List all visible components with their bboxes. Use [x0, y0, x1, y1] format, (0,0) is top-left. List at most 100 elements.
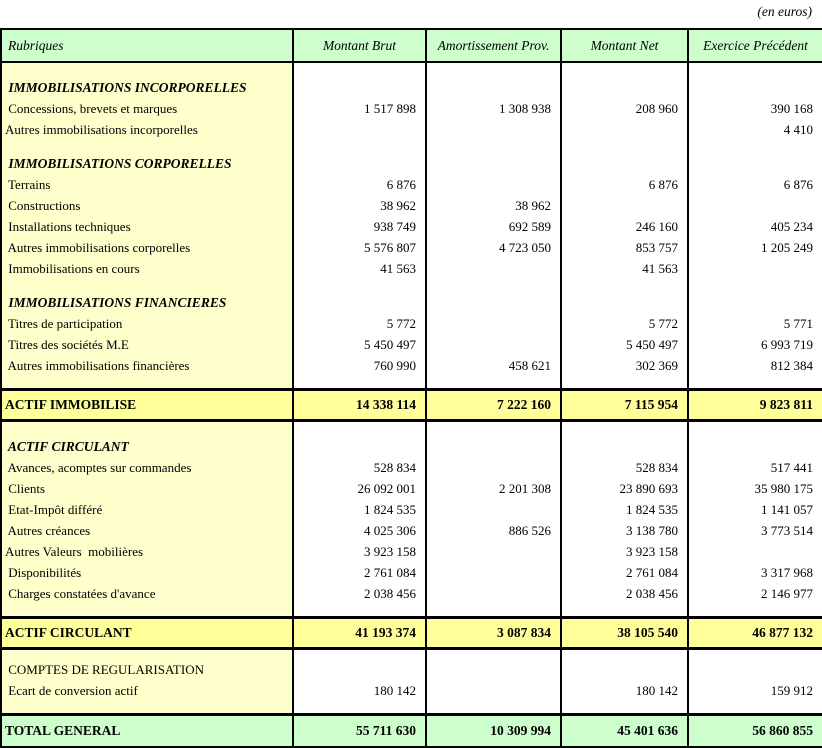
amount-cell: 528 834 [292, 456, 426, 477]
amount-cell: 9 823 811 [687, 388, 822, 422]
amount-cell: 2 038 456 [560, 582, 688, 603]
amount-cell: 46 877 132 [687, 616, 822, 650]
amount-cell: 853 757 [560, 236, 688, 257]
row-label: IMMOBILISATIONS INCORPORELLES [1, 62, 293, 97]
amount-cell: 159 912 [687, 679, 822, 700]
amount-cell [687, 278, 822, 312]
spacer-row [1, 603, 822, 618]
amount-cell: 302 369 [560, 354, 688, 375]
amount-cell: 6 876 [560, 173, 688, 194]
amount-cell [425, 62, 561, 97]
amount-cell [425, 118, 561, 139]
amount-cell [425, 139, 561, 173]
amount-cell [687, 257, 822, 278]
amount-cell [292, 648, 426, 679]
amount-cell: 2 761 084 [560, 561, 688, 582]
amount-cell: 5 772 [560, 312, 688, 333]
amount-cell: 405 234 [687, 215, 822, 236]
amount-cell: 10 309 994 [425, 713, 561, 747]
amount-cell [560, 420, 688, 456]
section-row: ACTIF CIRCULANT [1, 420, 822, 456]
amount-cell: 41 193 374 [292, 616, 426, 650]
amount-cell: 23 890 693 [560, 477, 688, 498]
amount-cell: 1 141 057 [687, 498, 822, 519]
amount-cell [292, 62, 426, 97]
amount-cell: 6 876 [687, 173, 822, 194]
amount-cell: 886 526 [425, 519, 561, 540]
amount-cell: 938 749 [292, 215, 426, 236]
table-row: Immobilisations en cours 41 563 41 563 [1, 257, 822, 278]
amount-cell [687, 139, 822, 173]
amount-cell: 3 138 780 [560, 519, 688, 540]
amount-cell [560, 700, 688, 715]
total-row: ACTIF CIRCULANT 41 193 374 3 087 834 38 105… [1, 616, 822, 650]
row-label: Installations techniques [1, 215, 293, 236]
amount-cell: 1 205 249 [687, 236, 822, 257]
row-label: Titres des sociétés M.E [1, 333, 293, 354]
amount-cell: 55 711 630 [292, 713, 426, 747]
amount-cell [425, 679, 561, 700]
amount-cell: 760 990 [292, 354, 426, 375]
amount-cell [425, 173, 561, 194]
amount-cell [425, 333, 561, 354]
row-label: Avances, acomptes sur commandes [1, 456, 293, 477]
section-row: IMMOBILISATIONS INCORPORELLES [1, 62, 822, 97]
table-row: Ecart de conversion actif 180 142 180 142 1… [1, 679, 822, 700]
amount-cell: 4 723 050 [425, 236, 561, 257]
row-label: Disponibilités [1, 561, 293, 582]
amount-cell: 6 876 [292, 173, 426, 194]
amount-cell: 4 410 [687, 118, 822, 139]
amount-cell: 3 087 834 [425, 616, 561, 650]
amount-cell: 3 923 158 [292, 540, 426, 561]
actif-table: Rubriques Montant Brut Amortissement Pro… [0, 28, 822, 748]
column-header-rubriques: Rubriques [1, 29, 293, 63]
amount-cell [425, 603, 561, 618]
table-row: Titres de participation 5 772 5 772 5 771 [1, 312, 822, 333]
amount-cell [687, 375, 822, 390]
column-header-exercice-precedent: Exercice Précédent [687, 29, 822, 63]
table-row: Terrains 6 876 6 876 6 876 [1, 173, 822, 194]
amount-cell: 5 772 [292, 312, 426, 333]
amount-cell: 208 960 [560, 97, 688, 118]
amount-cell: 3 317 968 [687, 561, 822, 582]
amount-cell: 45 401 636 [560, 713, 688, 747]
amount-cell: 38 105 540 [560, 616, 688, 650]
amount-cell: 2 038 456 [292, 582, 426, 603]
amount-cell: 38 962 [292, 194, 426, 215]
amount-cell [560, 603, 688, 618]
table-row: Installations techniques 938 749 692 589 24… [1, 215, 822, 236]
amount-cell: 180 142 [292, 679, 426, 700]
amount-cell: 1 308 938 [425, 97, 561, 118]
balance-sheet-page: { "unit_note": "(en euros)", "colors": {… [0, 4, 822, 748]
amount-cell [560, 62, 688, 97]
row-label [1, 375, 293, 390]
column-header-montant-brut: Montant Brut [292, 29, 426, 63]
amount-cell: 517 441 [687, 456, 822, 477]
amount-cell: 41 563 [560, 257, 688, 278]
amount-cell [292, 420, 426, 456]
amount-cell: 3 773 514 [687, 519, 822, 540]
amount-cell: 528 834 [560, 456, 688, 477]
amount-cell [560, 194, 688, 215]
amount-cell [560, 118, 688, 139]
amount-cell: 3 923 158 [560, 540, 688, 561]
row-label: ACTIF CIRCULANT [1, 420, 293, 456]
table-row: Disponibilités 2 761 084 2 761 084 3 317 96… [1, 561, 822, 582]
amount-cell [292, 375, 426, 390]
amount-cell: 4 025 306 [292, 519, 426, 540]
amount-cell: 390 168 [687, 97, 822, 118]
total-row: ACTIF IMMOBILISE 14 338 114 7 222 160 7 115… [1, 388, 822, 422]
grand-row: TOTAL GENERAL 55 711 630 10 309 994 45 401 … [1, 713, 822, 747]
amount-cell: 35 980 175 [687, 477, 822, 498]
amount-cell: 1 824 535 [292, 498, 426, 519]
amount-cell: 1 517 898 [292, 97, 426, 118]
amount-cell: 180 142 [560, 679, 688, 700]
row-label: Titres de participation [1, 312, 293, 333]
table-row: Constructions 38 962 38 962 [1, 194, 822, 215]
row-label: Immobilisations en cours [1, 257, 293, 278]
amount-cell: 2 146 977 [687, 582, 822, 603]
row-label: COMPTES DE REGULARISATION [1, 648, 293, 679]
amount-cell: 38 962 [425, 194, 561, 215]
amount-cell: 5 450 497 [560, 333, 688, 354]
amount-cell [425, 420, 561, 456]
